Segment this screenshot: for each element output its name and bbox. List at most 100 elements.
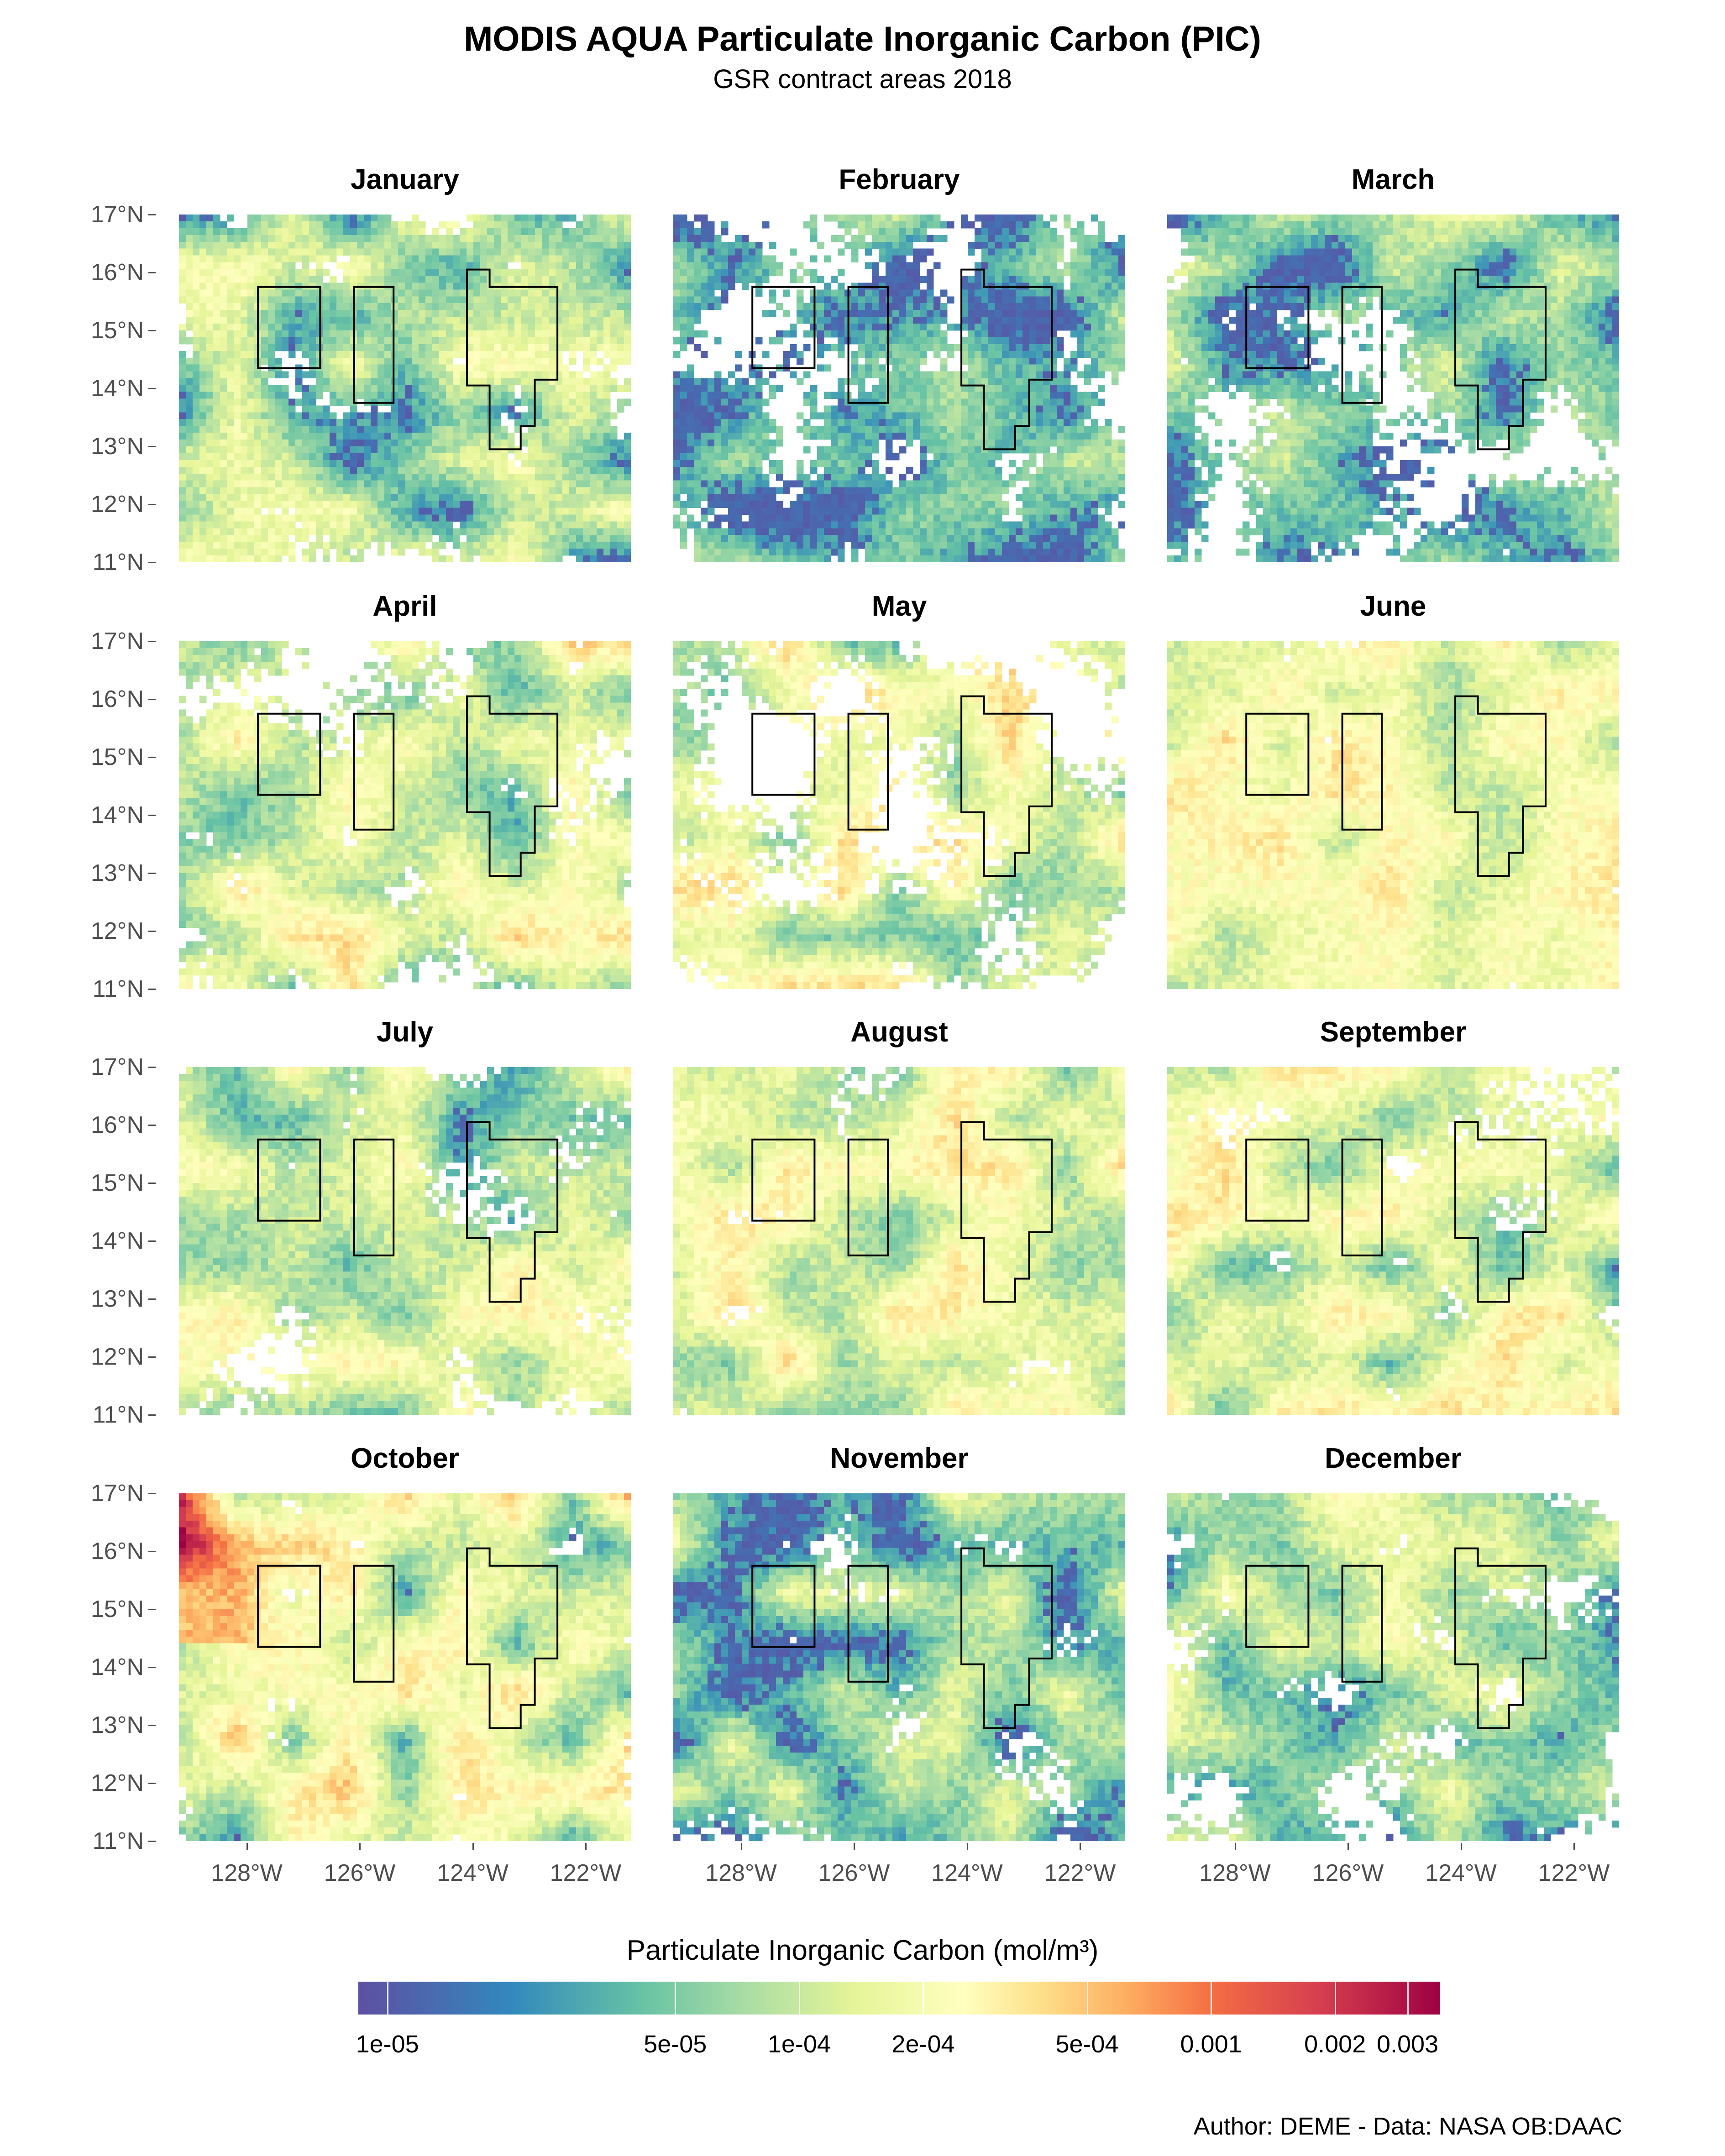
y-axis-tick bbox=[148, 562, 156, 563]
y-axis-tick bbox=[148, 873, 156, 874]
y-axis-label: 17°N bbox=[0, 1481, 144, 1505]
y-axis-label: 11°N bbox=[0, 977, 144, 1001]
pic-raster-december bbox=[1167, 1493, 1619, 1841]
y-axis-tick bbox=[148, 1298, 156, 1300]
y-axis-label: 14°N bbox=[0, 377, 144, 400]
colorbar-tick bbox=[675, 1982, 676, 2015]
contract-area-1 bbox=[1245, 286, 1310, 369]
panel-title-march: March bbox=[1167, 163, 1619, 196]
y-axis-tick bbox=[148, 641, 156, 642]
panel-title-may: May bbox=[673, 590, 1125, 623]
y-axis-label: 17°N bbox=[0, 203, 144, 226]
map-panel-may bbox=[673, 641, 1125, 989]
x-axis-label: 128°W bbox=[197, 1859, 297, 1887]
contract-area-3 bbox=[1454, 1121, 1547, 1303]
pic-raster-july bbox=[179, 1067, 631, 1415]
pic-raster-june bbox=[1167, 641, 1619, 989]
map-panel-march bbox=[1167, 215, 1619, 562]
x-axis-label: 124°W bbox=[1411, 1859, 1511, 1887]
y-axis-tick bbox=[148, 272, 156, 273]
x-axis-tick bbox=[966, 1843, 968, 1850]
pic-cells bbox=[1167, 1067, 1619, 1415]
contract-area-1 bbox=[257, 286, 321, 369]
colorbar-tick bbox=[1334, 1982, 1336, 2015]
contract-area-2 bbox=[353, 1138, 395, 1256]
map-panel-june bbox=[1167, 641, 1619, 989]
pic-raster-march bbox=[1167, 215, 1619, 562]
y-axis-label: 11°N bbox=[0, 1829, 144, 1853]
pic-cells bbox=[673, 1493, 1125, 1841]
pic-cells bbox=[179, 215, 631, 562]
y-axis-tick bbox=[148, 1493, 156, 1494]
x-axis-tick bbox=[1347, 1843, 1349, 1850]
contract-area-3 bbox=[960, 1121, 1053, 1303]
colorbar-tick-label: 0.002 bbox=[1280, 2030, 1390, 2058]
contract-area-1 bbox=[257, 1565, 321, 1648]
map-panel-november bbox=[673, 1493, 1125, 1841]
panel-title-june: June bbox=[1167, 590, 1619, 623]
x-axis-label: 124°W bbox=[423, 1859, 523, 1887]
pic-cells bbox=[673, 1067, 1125, 1415]
y-axis-label: 12°N bbox=[0, 919, 144, 943]
pic-raster-april bbox=[179, 641, 631, 989]
contract-area-1 bbox=[257, 712, 321, 796]
panel-title-july: July bbox=[179, 1016, 631, 1048]
x-axis-tick bbox=[585, 1843, 587, 1850]
panel-title-october: October bbox=[179, 1442, 631, 1475]
pic-raster-may bbox=[673, 641, 1125, 989]
contract-area-3 bbox=[960, 695, 1053, 877]
credit-line: Author: DEME - Data: NASA OB:DAAC bbox=[1194, 2112, 1622, 2140]
map-panel-july bbox=[179, 1067, 631, 1415]
colorbar-tick bbox=[1211, 1982, 1212, 2015]
contract-area-3 bbox=[960, 1547, 1053, 1729]
map-panel-december bbox=[1167, 1493, 1619, 1841]
y-axis-label: 15°N bbox=[0, 1171, 144, 1195]
pic-cells bbox=[1167, 641, 1619, 989]
y-axis-label: 12°N bbox=[0, 1771, 144, 1795]
pic-raster-october bbox=[179, 1493, 631, 1841]
x-axis-label: 122°W bbox=[1030, 1859, 1130, 1887]
map-panel-april bbox=[179, 641, 631, 989]
y-axis-tick bbox=[148, 989, 156, 990]
colorbar-tick bbox=[387, 1982, 388, 2015]
panel-title-december: December bbox=[1167, 1442, 1619, 1475]
contract-area-2 bbox=[353, 286, 395, 404]
colorbar-tick-label: 0.003 bbox=[1353, 2030, 1463, 2058]
colorbar-tick bbox=[1086, 1982, 1088, 2015]
y-axis-tick bbox=[148, 815, 156, 816]
panel-title-february: February bbox=[673, 163, 1125, 196]
x-axis-tick bbox=[359, 1843, 361, 1850]
y-axis-tick bbox=[148, 214, 156, 215]
y-axis-tick bbox=[148, 330, 156, 331]
contract-area-1 bbox=[1245, 1138, 1310, 1222]
pic-cells bbox=[179, 1493, 631, 1841]
y-axis-label: 17°N bbox=[0, 1055, 144, 1079]
pic-cells bbox=[179, 1067, 631, 1415]
pic-raster-september bbox=[1167, 1067, 1619, 1415]
y-axis-tick bbox=[148, 1183, 156, 1184]
colorbar-tick bbox=[1407, 1982, 1409, 2015]
x-axis-label: 126°W bbox=[1298, 1859, 1398, 1887]
colorbar-tick bbox=[798, 1982, 800, 2015]
y-axis-tick bbox=[148, 931, 156, 932]
y-axis-tick bbox=[148, 1667, 156, 1668]
y-axis-label: 16°N bbox=[0, 1113, 144, 1137]
contract-area-3 bbox=[466, 1547, 559, 1729]
y-axis-label: 11°N bbox=[0, 550, 144, 574]
contract-area-2 bbox=[847, 1565, 889, 1683]
y-axis-tick bbox=[148, 1414, 156, 1416]
colorbar-tick-label: 0.001 bbox=[1156, 2030, 1266, 2058]
y-axis-tick bbox=[148, 1067, 156, 1068]
colorbar-tick-label: 2e-04 bbox=[868, 2030, 978, 2058]
map-panel-october bbox=[179, 1493, 631, 1841]
map-panel-february bbox=[673, 215, 1125, 562]
y-axis-label: 12°N bbox=[0, 1345, 144, 1369]
contract-area-2 bbox=[1341, 712, 1383, 831]
y-axis-label: 13°N bbox=[0, 861, 144, 885]
x-axis-tick bbox=[472, 1843, 474, 1850]
y-axis-label: 13°N bbox=[0, 1713, 144, 1737]
contract-area-1 bbox=[751, 1565, 816, 1648]
x-axis-label: 122°W bbox=[1524, 1859, 1624, 1887]
panel-title-november: November bbox=[673, 1442, 1125, 1475]
contract-area-2 bbox=[1341, 1138, 1383, 1256]
